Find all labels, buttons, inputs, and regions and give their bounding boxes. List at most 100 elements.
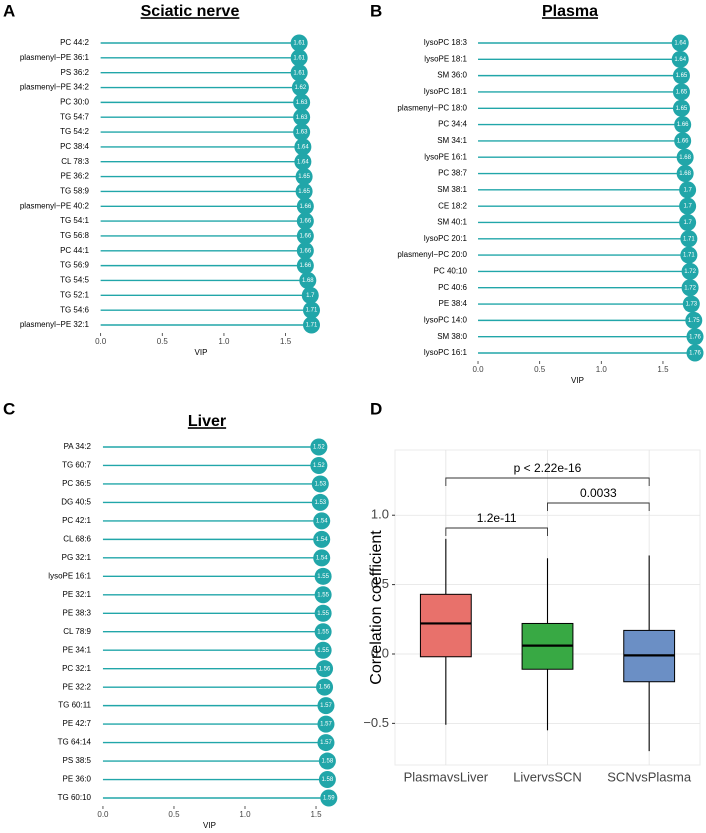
category-label: TG 58:9 <box>60 187 89 196</box>
category-label: CL 68:6 <box>63 534 91 543</box>
value-label: 1.66 <box>299 219 311 225</box>
value-label: 1.52 <box>313 463 325 469</box>
value-label: 1.54 <box>316 518 328 524</box>
x-axis-title: VIP <box>203 821 216 830</box>
category-label: PC 44:1 <box>60 246 89 255</box>
significance-bracket <box>445 527 548 536</box>
x-tick-label: 0.5 <box>168 810 180 819</box>
y-tick-label: 0.5 <box>371 576 389 591</box>
value-label: 1.57 <box>320 722 332 728</box>
category-label: PC 34:4 <box>438 120 467 129</box>
lollipop-dot <box>296 212 314 230</box>
category-label: TG 54:1 <box>60 216 89 225</box>
value-label: 1.76 <box>689 351 701 357</box>
value-label: 1.61 <box>293 41 305 47</box>
lollipop-dot <box>314 586 332 604</box>
value-label: 1.66 <box>299 234 311 240</box>
lollipop-dot <box>291 79 309 97</box>
category-label: PC 42:1 <box>62 516 91 525</box>
lollipop-dot <box>290 64 308 82</box>
category-label: PE 36:2 <box>61 172 90 181</box>
lollipop-dot <box>303 301 321 319</box>
category-label: TG 60:10 <box>58 793 92 802</box>
value-label: 1.71 <box>683 253 695 259</box>
category-label: lysoPC 18:3 <box>424 38 468 47</box>
lollipop-dot <box>679 213 697 231</box>
category-label: plasmenyl−PE 34:2 <box>20 83 90 92</box>
lollipop-panel: Liver PA 34:2 1.52 TG 60:7 1.52 PC 36:5 1.53 DG… <box>48 413 338 830</box>
lollipop-dot <box>672 83 690 101</box>
value-label: 1.58 <box>322 759 334 765</box>
x-axis-title: VIP <box>195 348 208 357</box>
panel-label: B <box>370 1 382 20</box>
lollipop-dot <box>313 549 331 567</box>
category-label: PE 34:1 <box>63 645 92 654</box>
lollipop-dot <box>303 316 321 334</box>
x-tick-label: LivervsSCN <box>513 769 582 784</box>
lollipop-dot <box>680 230 698 248</box>
x-tick-label: 1.0 <box>596 365 608 374</box>
category-label: PE 42:7 <box>63 719 92 728</box>
category-label: lysoPE 18:1 <box>424 54 467 63</box>
lollipop-dot <box>317 715 335 733</box>
lollipop-dot <box>685 311 703 329</box>
x-tick-label: PlasmavsLiver <box>404 769 489 784</box>
value-label: 1.57 <box>320 740 332 746</box>
value-label: 1.68 <box>679 171 691 177</box>
value-label: 1.64 <box>297 159 309 165</box>
value-label: 1.64 <box>297 144 309 150</box>
category-label: lysoPE 16:1 <box>48 571 91 580</box>
lollipop-dot <box>290 49 308 67</box>
lollipop-dot <box>294 153 312 171</box>
significance-bracket <box>445 477 650 486</box>
lollipop-dot <box>317 697 335 715</box>
value-label: 1.72 <box>684 285 696 291</box>
value-label: 1.64 <box>674 57 686 63</box>
y-tick-label: 0.0 <box>371 645 389 660</box>
category-label: plasmenyl−PE 32:1 <box>20 320 90 329</box>
lollipop-dot <box>674 116 692 134</box>
x-tick-label: 1.5 <box>310 810 322 819</box>
category-label: TG 54:7 <box>60 112 89 121</box>
category-label: PS 36:2 <box>61 68 90 77</box>
value-label: 1.66 <box>677 138 689 144</box>
category-label: lysoPE 16:1 <box>424 152 467 161</box>
value-label: 1.54 <box>316 555 328 561</box>
panel-label: D <box>370 399 382 418</box>
lollipop-dot <box>320 789 338 807</box>
x-tick-label: 1.5 <box>657 365 669 374</box>
value-label: 1.68 <box>679 155 691 161</box>
value-label: 1.63 <box>296 115 308 121</box>
lollipop-dot <box>311 475 329 493</box>
lollipop-dot <box>313 530 331 548</box>
category-label: lysoPC 16:1 <box>424 348 468 357</box>
category-label: plasmenyl−PE 40:2 <box>20 201 90 210</box>
lollipop-dot <box>313 512 331 530</box>
lollipop-dot <box>672 99 690 117</box>
category-label: PG 32:1 <box>62 553 92 562</box>
value-label: 1.66 <box>677 122 689 128</box>
lollipop-dot <box>681 262 699 280</box>
lollipop-dot <box>290 34 308 52</box>
lollipop-dot <box>296 227 314 245</box>
value-label: 1.52 <box>313 445 325 451</box>
x-tick-label: 0.0 <box>95 337 107 346</box>
lollipop-dot <box>314 623 332 641</box>
category-label: PS 38:5 <box>63 756 92 765</box>
category-label: CL 78:3 <box>61 157 89 166</box>
lollipop-dot <box>686 328 704 346</box>
lollipop-dot <box>671 34 689 52</box>
lollipop-dot <box>293 93 311 111</box>
value-label: 1.55 <box>317 629 329 635</box>
panel-label: A <box>3 1 15 20</box>
chart-title: Liver <box>188 413 226 430</box>
x-tick-label: 1.5 <box>280 337 292 346</box>
lollipop-dot <box>680 246 698 264</box>
x-tick-label: 0.5 <box>157 337 169 346</box>
category-label: lysoPC 18:1 <box>424 87 468 96</box>
category-label: SM 36:0 <box>437 71 467 80</box>
significance-label: 0.0033 <box>580 486 617 500</box>
category-label: PE 38:3 <box>63 608 92 617</box>
value-label: 1.65 <box>676 106 688 112</box>
